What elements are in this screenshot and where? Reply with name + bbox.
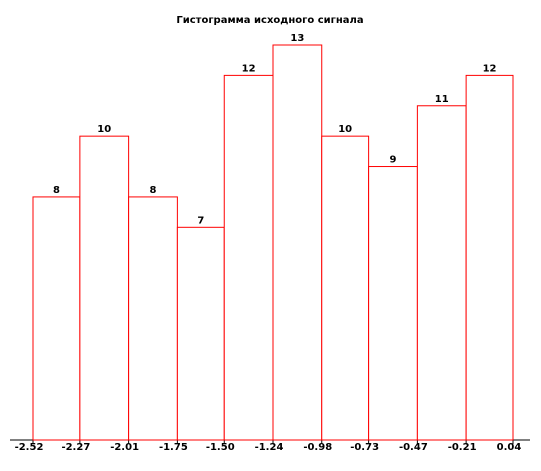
bar xyxy=(272,44,323,441)
bar xyxy=(32,196,81,441)
value-label: 11 xyxy=(435,94,449,105)
bar xyxy=(368,166,418,441)
x-tick-label: -0.47 xyxy=(399,442,428,453)
value-label: 10 xyxy=(97,124,111,135)
value-label: 8 xyxy=(150,185,157,196)
x-tick-label: -1.24 xyxy=(255,442,284,453)
bar xyxy=(128,196,178,441)
x-tick-label: -2.01 xyxy=(110,442,139,453)
x-tick-label: -0.73 xyxy=(350,442,379,453)
x-tick-label: -0.98 xyxy=(303,442,332,453)
value-label: 13 xyxy=(290,33,304,44)
bar xyxy=(223,74,274,441)
value-label: 8 xyxy=(53,185,60,196)
x-tick-label: -2.52 xyxy=(15,442,44,453)
bar xyxy=(321,135,370,441)
x-tick-label: 0.04 xyxy=(497,442,522,453)
chart-title: Гистограмма исходного сигнала xyxy=(176,15,363,26)
value-label: 12 xyxy=(242,63,256,74)
value-label: 10 xyxy=(338,124,352,135)
bar xyxy=(176,226,225,441)
x-tick-label: -2.27 xyxy=(61,442,90,453)
value-label: 7 xyxy=(197,215,204,226)
bar xyxy=(79,135,130,441)
x-tick-label: -1.50 xyxy=(206,442,235,453)
bar xyxy=(465,74,514,441)
bar xyxy=(416,105,467,441)
x-tick-label: -0.21 xyxy=(448,442,477,453)
value-label: 12 xyxy=(483,63,497,74)
value-label: 9 xyxy=(390,155,397,166)
x-tick-label: -1.75 xyxy=(159,442,188,453)
